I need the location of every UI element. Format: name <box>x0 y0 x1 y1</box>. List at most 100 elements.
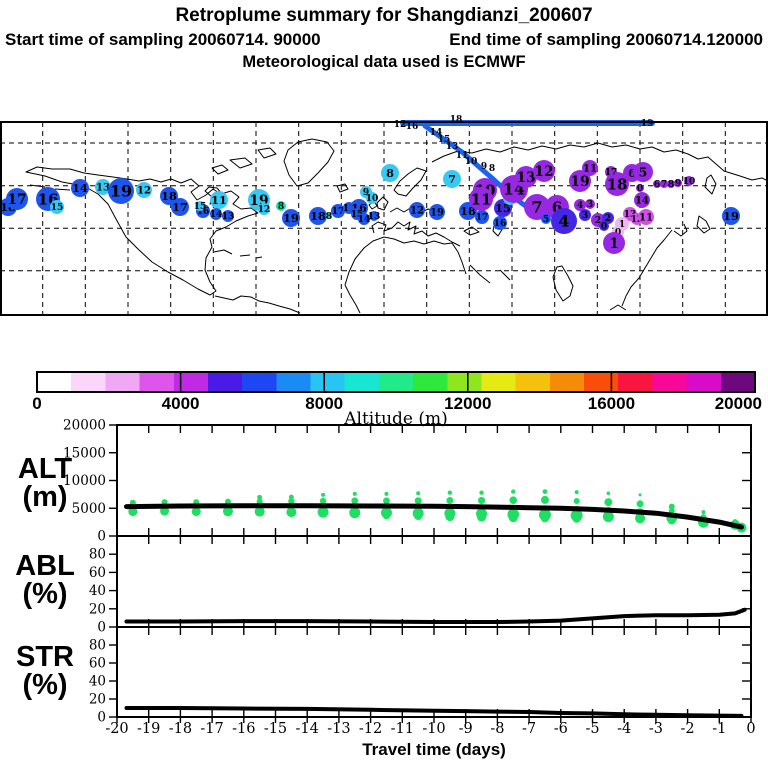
coastline-caribbean <box>29 184 263 259</box>
bubble-day-label: 6 <box>552 198 562 216</box>
page-title: Retroplume summary for Shangdianzi_20060… <box>175 5 593 26</box>
bubble-circle <box>409 202 425 218</box>
coastline-greenland <box>283 138 335 187</box>
plume-bubble: 12 <box>409 202 425 218</box>
bubble-day-label: 17 <box>332 207 345 217</box>
coastline-iceland <box>336 183 349 193</box>
colorbar-tick-label: 0 <box>32 394 41 413</box>
map-border <box>0 121 768 316</box>
plume-bubble: 5 <box>633 162 653 182</box>
bubble-circle <box>569 170 591 192</box>
trajectory-day-label: 18 <box>450 115 463 125</box>
bubble-circle <box>579 209 591 221</box>
bubble-circle <box>633 162 653 182</box>
bubble-circle <box>660 180 668 188</box>
trajectory-day-label: 13 <box>446 142 459 152</box>
bubble-circle <box>524 194 550 220</box>
altitude-spread-dot <box>511 489 516 494</box>
altitude-spread-dot <box>602 511 614 523</box>
altitude-spread-dot <box>638 493 642 497</box>
plume-bubble: 10 <box>366 192 378 204</box>
altitude-spread-dot <box>257 494 263 500</box>
bubble-day-label: 6 <box>654 180 660 190</box>
bubble-day-label: 4 <box>577 201 583 211</box>
plume-bubble: 4 <box>574 199 586 211</box>
altitude-spread-dot <box>572 514 581 523</box>
x-tick-label: -12 <box>359 721 382 737</box>
coastline-africa <box>344 236 467 314</box>
altitude-spread-dot <box>509 496 518 505</box>
x-tick-label: -18 <box>169 721 192 737</box>
plume-bubble: 19 <box>282 209 300 227</box>
plume-bubble: 17 <box>171 198 189 216</box>
bubble-day-label: 19 <box>283 211 299 225</box>
x-axis-title: Travel time (days) <box>362 740 506 759</box>
bubble-day-label: 13 <box>368 212 381 222</box>
trajectory-day-label: 9 <box>481 162 487 172</box>
altitude-spread-dot <box>321 492 326 497</box>
str-mean-line <box>124 706 744 718</box>
bubble-day-label: 19 <box>723 209 739 223</box>
bubble-day-label: 12 <box>137 186 151 197</box>
plume-bubble: 14 <box>634 192 650 208</box>
coastline-caspian-black-sea <box>463 219 511 284</box>
coastline-north-america <box>25 166 259 296</box>
bubble-day-label: 0 <box>601 222 607 232</box>
y-tick-label: 10000 <box>63 473 106 489</box>
bubble-circle <box>443 170 461 188</box>
x-tick-label: -1 <box>712 721 726 737</box>
bubble-day-label: 16 <box>197 207 210 217</box>
plume-bubble: 16 <box>493 216 507 230</box>
plume-bubble: 10 <box>683 176 695 187</box>
bubble-day-label: 19 <box>430 208 444 219</box>
plume-bubble: 17 <box>475 210 489 224</box>
altitude-spread-dot <box>604 498 613 507</box>
bubble-day-label: 3 <box>587 200 593 210</box>
bubble-day-label: 2 <box>605 214 611 224</box>
altitude-spread-dot <box>317 506 329 518</box>
plume-bubble: 1 <box>603 232 625 254</box>
bubble-circle <box>551 208 577 234</box>
plume-bubble: 6 <box>653 180 661 190</box>
colorbar-tick-label: 12000 <box>444 394 491 413</box>
y-tick-label: 5000 <box>72 501 106 517</box>
altitude-colorbar: 0 4000 8000 12000 16000 20000 Altitude (m) <box>32 371 762 429</box>
plume-bubble: 5 <box>541 214 551 225</box>
bubble-circle <box>331 204 345 218</box>
abl-mean-line <box>124 607 747 624</box>
bubble-circle <box>599 221 609 231</box>
bubble-day-label: 7 <box>661 180 667 190</box>
altitude-spread-dot <box>254 506 265 517</box>
plume-bubble: 12 <box>533 160 555 182</box>
altitude-spread-dot <box>414 497 422 505</box>
bubble-day-label: 12 <box>534 164 553 180</box>
y-tick-label: 20 <box>89 601 106 617</box>
y-tick-label: 80 <box>89 547 106 563</box>
bubble-day-label: 11 <box>639 213 653 224</box>
bubble-day-label: 15 <box>351 210 364 220</box>
coastline-asia-north <box>431 142 768 182</box>
bubble-day-label: 19 <box>570 174 589 190</box>
altitude-spread-dot <box>573 498 580 505</box>
altitude-spread-dot <box>384 491 389 496</box>
plume-bubble: 14 <box>210 208 222 220</box>
bubble-day-label: 8 <box>278 202 284 212</box>
bubble-day-label: 17 <box>172 200 188 214</box>
plume-bubble: 15 <box>50 200 64 214</box>
alt-mean-line <box>124 503 744 530</box>
plume-bubble: 13 <box>368 211 381 222</box>
bubble-circle <box>222 210 234 222</box>
bubble-day-label: 19 <box>110 182 132 201</box>
trajectory-day-label: 10 <box>465 157 478 167</box>
bubble-day-label: 18 <box>460 204 476 218</box>
trajectory-day-label: 15 <box>438 135 451 145</box>
plume-bubble: 14 <box>358 213 370 225</box>
altitude-spread-dot <box>349 507 361 519</box>
plume-bubble: 19 <box>108 178 134 204</box>
colorbar-tick-label: 4000 <box>162 394 200 413</box>
bubble-circle <box>95 179 111 195</box>
plume-bubble: 8 <box>381 164 399 182</box>
x-tick-label: -7 <box>522 721 536 737</box>
altitude-spread-dot <box>288 498 295 505</box>
bubble-circle <box>674 179 682 187</box>
